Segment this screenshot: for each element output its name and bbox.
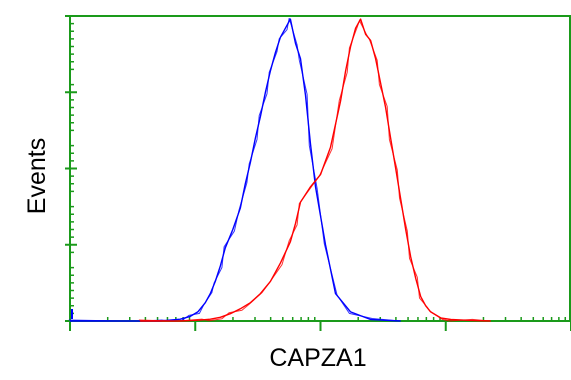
series-line-2	[140, 18, 491, 322]
series-line-1-trace	[68, 17, 400, 322]
plot-frame	[69, 15, 571, 322]
y-axis-label: Events	[23, 138, 51, 214]
series-line-1	[70, 18, 401, 322]
series-line-2-trace	[138, 19, 490, 322]
x-axis-label: CAPZA1	[269, 344, 366, 372]
